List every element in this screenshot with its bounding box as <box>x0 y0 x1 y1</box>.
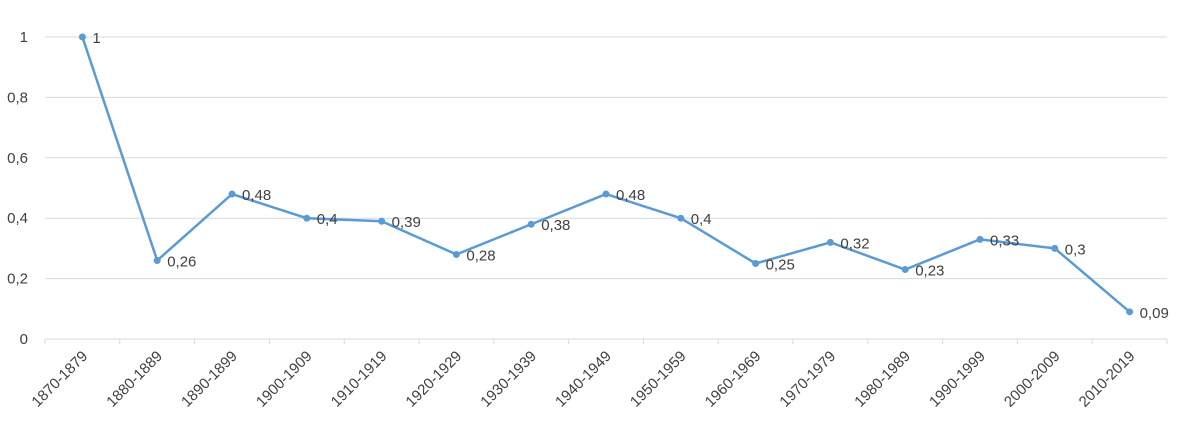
data-point <box>378 217 386 225</box>
data-point <box>153 256 161 264</box>
data-label: 0,25 <box>766 257 795 274</box>
data-label: 0,3 <box>1065 241 1086 258</box>
data-point <box>752 260 760 267</box>
data-point <box>228 190 236 198</box>
data-labels: 1 0,26 0,48 0,4 0,39 0,28 0,38 0,48 0,4 0,25 0,32 0… <box>92 30 1168 322</box>
data-label: 0,28 <box>466 247 495 264</box>
data-point <box>452 250 460 258</box>
data-label: 0,09 <box>1140 305 1169 322</box>
series-line <box>81 36 1131 313</box>
data-point <box>1051 244 1059 252</box>
data-label: 0,23 <box>915 263 944 280</box>
data-point <box>78 33 86 41</box>
data-label: 1 <box>92 30 100 47</box>
x-tick-label: 1890-1899 <box>178 348 241 411</box>
data-label: 0,32 <box>840 235 869 252</box>
x-tick-label: 1920-1929 <box>402 348 465 411</box>
x-tick-label: 1910-1919 <box>328 348 391 411</box>
y-tick-label: 0,4 <box>7 210 28 227</box>
data-point <box>677 214 685 222</box>
x-tick-label: 2010-2019 <box>1076 348 1139 411</box>
data-label: 0,48 <box>242 187 271 204</box>
x-tick-label: 1990-1999 <box>926 348 989 411</box>
x-tick-label: 1960-1969 <box>702 348 765 411</box>
data-point <box>303 214 311 222</box>
y-axis-tick-labels: 0 0,2 0,4 0,6 0,8 1 <box>7 29 28 348</box>
x-tick-label: 1930-1939 <box>477 348 540 411</box>
x-axis-tick-labels: 1870-1879 1880-1889 1890-1899 1900-1909 1910… <box>28 348 1138 411</box>
data-point <box>976 235 984 243</box>
data-point <box>1126 308 1134 316</box>
x-tick-label: 1900-1909 <box>253 348 316 411</box>
data-label: 0,38 <box>541 217 570 234</box>
data-label: 0,26 <box>167 253 196 270</box>
data-label: 0,4 <box>317 211 338 228</box>
data-point <box>826 238 834 246</box>
y-tick-label: 0,6 <box>7 150 28 167</box>
data-label: 0,39 <box>392 214 421 231</box>
x-tick-label: 1950-1959 <box>627 348 690 411</box>
x-tick-label: 1870-1879 <box>28 348 91 411</box>
data-label: 0,4 <box>691 211 712 228</box>
data-label: 0,33 <box>990 232 1019 249</box>
y-tick-label: 0,8 <box>7 89 28 106</box>
data-point <box>602 190 610 198</box>
x-tick-label: 1980-1989 <box>851 348 914 411</box>
y-tick-label: 0,2 <box>7 271 28 288</box>
x-tick-label: 2000-2009 <box>1001 348 1064 411</box>
y-tick-label: 0 <box>20 331 28 348</box>
gridlines <box>44 36 1168 344</box>
x-tick-label: 1940-1949 <box>552 348 615 411</box>
x-tick-label: 1880-1889 <box>103 348 166 411</box>
data-point <box>901 266 909 274</box>
data-label: 0,48 <box>616 187 645 204</box>
x-tick-label: 1970-1979 <box>776 348 839 411</box>
series-layer <box>78 33 1134 316</box>
data-point <box>527 220 535 228</box>
y-tick-label: 1 <box>20 29 28 46</box>
